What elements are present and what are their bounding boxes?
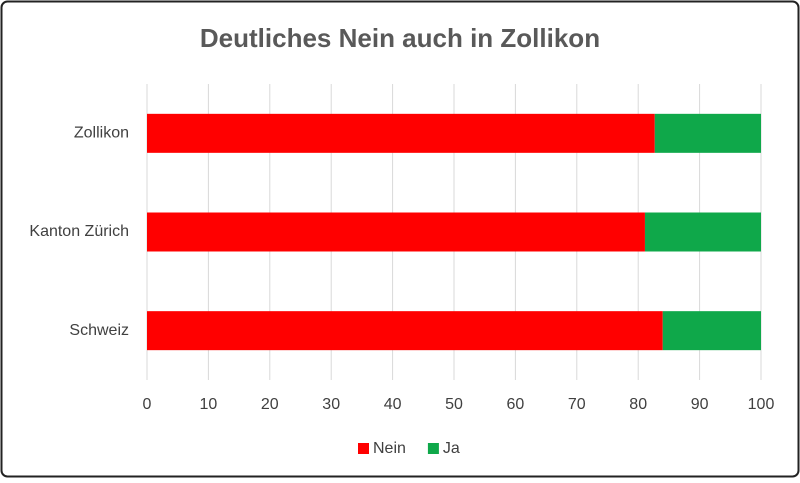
- y-tick-label: Zollikon: [74, 125, 129, 142]
- x-tick-label: 60: [507, 396, 525, 413]
- bar-segment: [147, 311, 663, 351]
- bar-segment: [644, 212, 761, 252]
- x-tick-label: 90: [691, 396, 709, 413]
- bar-segment: [147, 113, 655, 153]
- x-tick-label: 0: [143, 396, 152, 413]
- x-tick-label: 100: [748, 396, 775, 413]
- legend-swatch: [427, 443, 439, 454]
- bar-segment: [654, 113, 761, 153]
- x-tick-label: 20: [261, 396, 279, 413]
- x-tick-label: 30: [322, 396, 340, 413]
- legend-label: Ja: [443, 440, 460, 457]
- y-tick-label: Schweiz: [69, 322, 129, 339]
- x-tick-label: 80: [629, 396, 647, 413]
- legend-swatch: [358, 443, 369, 454]
- bar-segment: [147, 212, 645, 252]
- legend-label: Nein: [373, 440, 406, 457]
- x-tick-label: 50: [445, 396, 463, 413]
- x-tick-label: 70: [568, 396, 586, 413]
- x-tick-label: 40: [384, 396, 402, 413]
- bar-segment: [662, 311, 761, 351]
- y-tick-label: Kanton Zürich: [29, 223, 129, 240]
- x-tick-label: 10: [200, 396, 218, 413]
- chart-title: Deutliches Nein auch in Zollikon: [200, 23, 600, 53]
